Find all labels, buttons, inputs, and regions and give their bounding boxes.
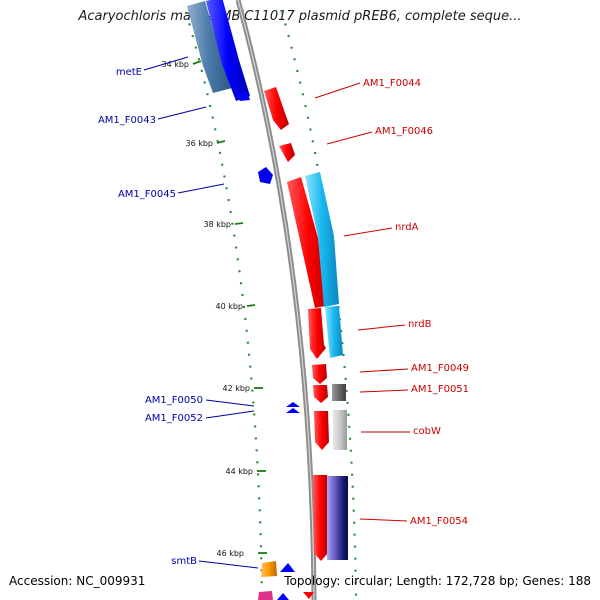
- tick-marks: [192, 60, 267, 554]
- leader-line-AM1_F0052: [205, 410, 255, 419]
- gene-label-cobW[interactable]: cobW: [413, 426, 441, 437]
- gene-label-AM1_F0043[interactable]: AM1_F0043: [98, 115, 156, 126]
- gene-arrow-AM1_F0052[interactable]: [286, 408, 300, 413]
- accession-text: Accession: NC_009931: [9, 574, 146, 588]
- gene-label-nrdA[interactable]: nrdA: [395, 222, 419, 233]
- leader-line-AM1_F0045: [177, 183, 225, 194]
- gene-arrow-AM1_F0046[interactable]: [279, 143, 295, 162]
- forward-labels: AM1_F0044 AM1_F0046 nrdA nrdB AM1_F0049 …: [363, 78, 469, 527]
- leader-line-smtB: [198, 560, 259, 569]
- gene-arrow-AM1_F0045[interactable]: [258, 167, 273, 184]
- gene-label-AM1_F0046[interactable]: AM1_F0046: [375, 126, 433, 137]
- gene-arrow-AM1_F0050[interactable]: [286, 402, 300, 407]
- leader-line-AM1_F0046: [326, 131, 373, 145]
- tick-label: 38 kbp: [203, 220, 231, 229]
- forward-strand-features: [264, 87, 348, 599]
- gene-arrow-AM1_F0054-homolog-purple[interactable]: [327, 476, 338, 560]
- leader-lines: [143, 56, 410, 569]
- gene-label-smtB[interactable]: smtB: [171, 556, 197, 567]
- gene-arrow-AM1_F0043[interactable]: [236, 91, 250, 101]
- gene-arrow-AM1_F0044[interactable]: [264, 87, 289, 130]
- gene-label-AM1_F0045[interactable]: AM1_F0045: [118, 189, 176, 200]
- tick-mark: [216, 140, 226, 144]
- gene-arrow-AM1_F0049[interactable]: [312, 364, 327, 384]
- genome-summary-text: Topology: circular; Length: 172,728 bp; …: [284, 574, 591, 588]
- tick-label: 42 kbp: [222, 384, 250, 393]
- gene-arrow-bottom-blue[interactable]: [277, 593, 289, 600]
- tick-label: 36 kbp: [185, 139, 213, 148]
- gene-arrow-cobW[interactable]: [314, 411, 329, 450]
- backbone-highlight: [237, 0, 315, 600]
- gene-label-AM1_F0049[interactable]: AM1_F0049: [411, 363, 469, 374]
- gene-arrow-nrdB[interactable]: [308, 308, 326, 359]
- gene-arrow-cobW-homolog[interactable]: [333, 410, 347, 450]
- gene-arrow-bottom-red[interactable]: [303, 592, 314, 599]
- leader-line-AM1_F0049: [359, 368, 409, 373]
- leader-line-AM1_F0043: [157, 106, 207, 120]
- tick-mark: [192, 60, 202, 65]
- leader-line-AM1_F0054: [359, 518, 408, 522]
- leader-line-metE: [143, 56, 189, 71]
- gc-track-inner: [184, 11, 264, 600]
- gene-arrow-meta-steel[interactable]: [187, 1, 232, 93]
- gene-arrow-nrdA[interactable]: [287, 177, 330, 308]
- tick-label: 46 kbp: [216, 549, 244, 558]
- gene-arrow-nrdB-homolog[interactable]: [325, 306, 343, 358]
- gene-arrow-metE[interactable]: [206, 0, 250, 101]
- gene-label-AM1_F0044[interactable]: AM1_F0044: [363, 78, 421, 89]
- tick-label: 44 kbp: [225, 467, 253, 476]
- tick-mark: [234, 222, 244, 225]
- gene-arrow-AM1_F0051-homolog[interactable]: [332, 384, 346, 401]
- reverse-labels: metE AM1_F0043 AM1_F0045 AM1_F0050 AM1_F…: [98, 67, 203, 567]
- gene-label-nrdB[interactable]: nrdB: [408, 319, 432, 330]
- leader-line-nrdB: [357, 324, 406, 331]
- gene-arrow-reverse-bottom[interactable]: [280, 563, 295, 572]
- leader-line-nrdA: [343, 227, 393, 237]
- tick-label: 40 kbp: [215, 302, 243, 311]
- tick-mark: [246, 304, 256, 307]
- tick-labels: 34 kbp 36 kbp 38 kbp 40 kbp 42 kbp 44 kb…: [161, 60, 253, 558]
- gene-arrow-AM1_F0054-homolog-navy[interactable]: [338, 476, 348, 560]
- tick-label: 34 kbp: [161, 60, 189, 69]
- gene-label-metE[interactable]: metE: [116, 67, 142, 78]
- gene-label-AM1_F0052[interactable]: AM1_F0052: [145, 413, 203, 424]
- gene-arrow-AM1_F0054[interactable]: [313, 475, 328, 561]
- leader-line-AM1_F0050: [205, 399, 255, 407]
- gene-arrow-nrdA-homolog[interactable]: [305, 172, 339, 307]
- gene-arrow-smtB[interactable]: [261, 561, 277, 577]
- gene-label-AM1_F0054[interactable]: AM1_F0054: [410, 516, 468, 527]
- leader-line-AM1_F0051: [359, 389, 409, 393]
- gene-label-AM1_F0051[interactable]: AM1_F0051: [411, 384, 469, 395]
- gene-arrow-AM1_F0051[interactable]: [313, 385, 328, 403]
- gene-label-AM1_F0050[interactable]: AM1_F0050: [145, 395, 203, 406]
- leader-line-AM1_F0044: [314, 82, 361, 99]
- reverse-strand-features: [187, 0, 300, 600]
- gene-arrow-bottom-pink[interactable]: [258, 591, 273, 600]
